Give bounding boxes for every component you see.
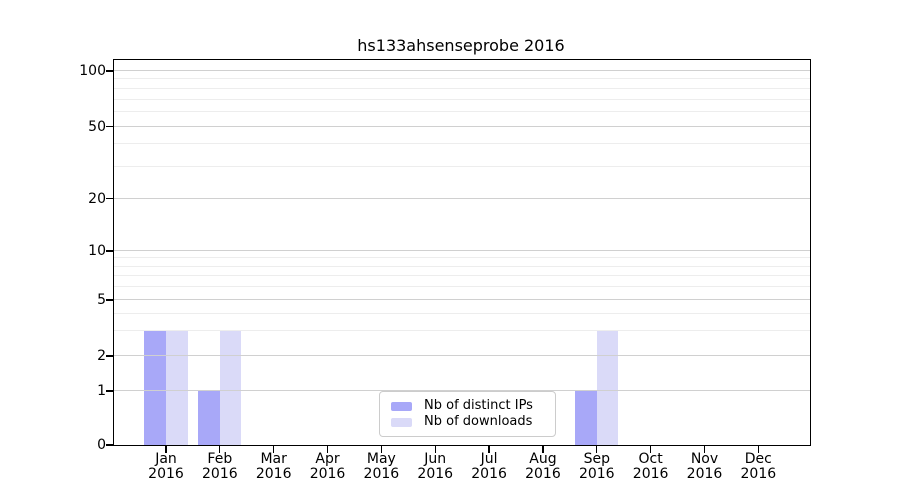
bar-ips-sep — [575, 391, 597, 445]
x-tick-month: Feb — [207, 451, 233, 467]
y-tick-1 — [105, 390, 113, 392]
x-tick-year: 2016 — [471, 466, 507, 482]
y-tick-label-0: 0 — [97, 437, 106, 453]
x-tick-month: Dec — [744, 451, 772, 467]
x-tick-label-may: May 2016 — [346, 452, 416, 482]
gridline-minor-9 — [114, 257, 810, 259]
gridline-minor-6 — [114, 286, 810, 288]
x-tick-jun — [434, 446, 436, 454]
y-tick-label-100: 100 — [79, 63, 106, 80]
gridline-major-2 — [114, 355, 810, 356]
gridline-minor-90 — [114, 78, 810, 80]
chart-title: hs133ahsenseprobe 2016 — [357, 36, 565, 55]
x-tick-year: 2016 — [632, 466, 669, 482]
y-tick-10 — [105, 250, 113, 252]
gridline-minor-8 — [114, 265, 810, 267]
x-tick-may — [380, 446, 383, 454]
x-tick-month: Mar — [260, 451, 287, 467]
x-tick-sep — [596, 446, 598, 454]
x-tick-label-apr: Apr 2016 — [293, 452, 363, 482]
x-tick-label-sep: Sep 2016 — [562, 452, 632, 482]
x-tick-nov — [703, 446, 706, 454]
bar-ips-feb — [198, 391, 220, 445]
x-tick-month: Jun — [424, 451, 447, 467]
x-tick-year: 2016 — [417, 466, 454, 482]
legend-item-downloads: Nb of downloads — [391, 414, 555, 430]
x-tick-year: 2016 — [202, 466, 238, 482]
x-tick-label-jul: Jul 2016 — [454, 452, 524, 482]
x-tick-month: Apr — [315, 451, 340, 467]
x-tick-year: 2016 — [309, 466, 346, 482]
legend-swatch-distinct-ips — [391, 401, 412, 411]
x-tick-aug — [542, 446, 544, 454]
y-tick-label-50: 50 — [88, 118, 106, 135]
gridline-minor-4 — [114, 312, 810, 314]
gridline-minor-80 — [114, 87, 810, 89]
y-tick-5 — [105, 299, 113, 301]
bar-downloads-jan — [165, 331, 188, 445]
x-tick-year: 2016 — [525, 466, 561, 482]
gridline-major-20 — [114, 197, 810, 199]
x-tick-label-nov: Nov 2016 — [669, 452, 739, 482]
x-tick-year: 2016 — [578, 466, 615, 482]
y-tick-label-2: 2 — [97, 348, 106, 364]
y-tick-label-1: 1 — [97, 383, 106, 399]
bar-ips-jan — [144, 331, 166, 445]
x-tick-label-mar: Mar 2016 — [239, 452, 309, 482]
x-tick-month: Jul — [480, 451, 498, 467]
gridline-major-50 — [114, 125, 810, 127]
gridline-minor-3 — [114, 330, 810, 332]
gridline-major-10 — [114, 250, 810, 251]
y-tick-label-20: 20 — [88, 190, 106, 207]
gridline-minor-40 — [114, 143, 810, 145]
x-tick-label-aug: Aug 2016 — [508, 452, 578, 482]
x-tick-label-jan: Jan 2016 — [131, 452, 201, 482]
x-tick-month: May — [366, 451, 396, 467]
legend: Nb of distinct IPs Nb of downloads — [379, 391, 556, 437]
x-tick-year: 2016 — [363, 466, 400, 482]
x-tick-mar — [273, 446, 275, 454]
x-tick-dec — [757, 446, 759, 454]
y-tick-0 — [105, 444, 113, 446]
gridline-major-5 — [114, 299, 810, 301]
x-tick-month: Nov — [690, 451, 719, 467]
x-tick-label-oct: Oct 2016 — [616, 452, 686, 482]
legend-item-distinct-ips: Nb of distinct IPs — [391, 398, 555, 414]
x-tick-year: 2016 — [686, 466, 723, 482]
x-tick-year: 2016 — [255, 466, 292, 482]
legend-label-downloads: Nb of downloads — [424, 414, 533, 429]
y-tick-2 — [105, 355, 113, 357]
x-tick-jul — [488, 446, 490, 454]
y-tick-50 — [105, 125, 113, 127]
x-tick-feb — [219, 446, 221, 454]
x-tick-oct — [649, 446, 652, 454]
x-tick-apr — [326, 446, 329, 454]
gridline-minor-7 — [114, 275, 810, 277]
gridline-major-100 — [114, 70, 810, 72]
x-tick-month: Aug — [529, 451, 557, 467]
plot-area: 0 1 2 5 10 20 50 100 Jan 2016 Feb 2016 Mar 2016 Apr 20… — [79, 59, 811, 482]
legend-label-distinct-ips: Nb of distinct IPs — [424, 398, 533, 413]
legend-swatch-downloads — [391, 417, 412, 427]
x-tick-label-jun: Jun 2016 — [400, 452, 470, 482]
x-tick-label-feb: Feb 2016 — [185, 452, 255, 482]
gridline-minor-70 — [114, 98, 810, 100]
x-tick-label-dec: Dec 2016 — [723, 452, 793, 482]
x-tick-month: Sep — [583, 451, 610, 467]
gridline-minor-30 — [114, 165, 810, 167]
bar-downloads-feb — [219, 331, 242, 445]
x-tick-month: Jan — [155, 451, 177, 467]
y-tick-label-5: 5 — [97, 292, 106, 309]
y-tick-100 — [105, 70, 113, 72]
y-tick-label-10: 10 — [88, 243, 106, 259]
gridline-minor-60 — [114, 110, 810, 112]
y-tick-20 — [105, 197, 113, 199]
x-tick-month: Oct — [638, 451, 663, 467]
bar-downloads-sep — [596, 331, 619, 445]
x-tick-year: 2016 — [740, 466, 777, 482]
x-tick-year: 2016 — [148, 466, 184, 482]
x-tick-jan — [165, 446, 167, 454]
